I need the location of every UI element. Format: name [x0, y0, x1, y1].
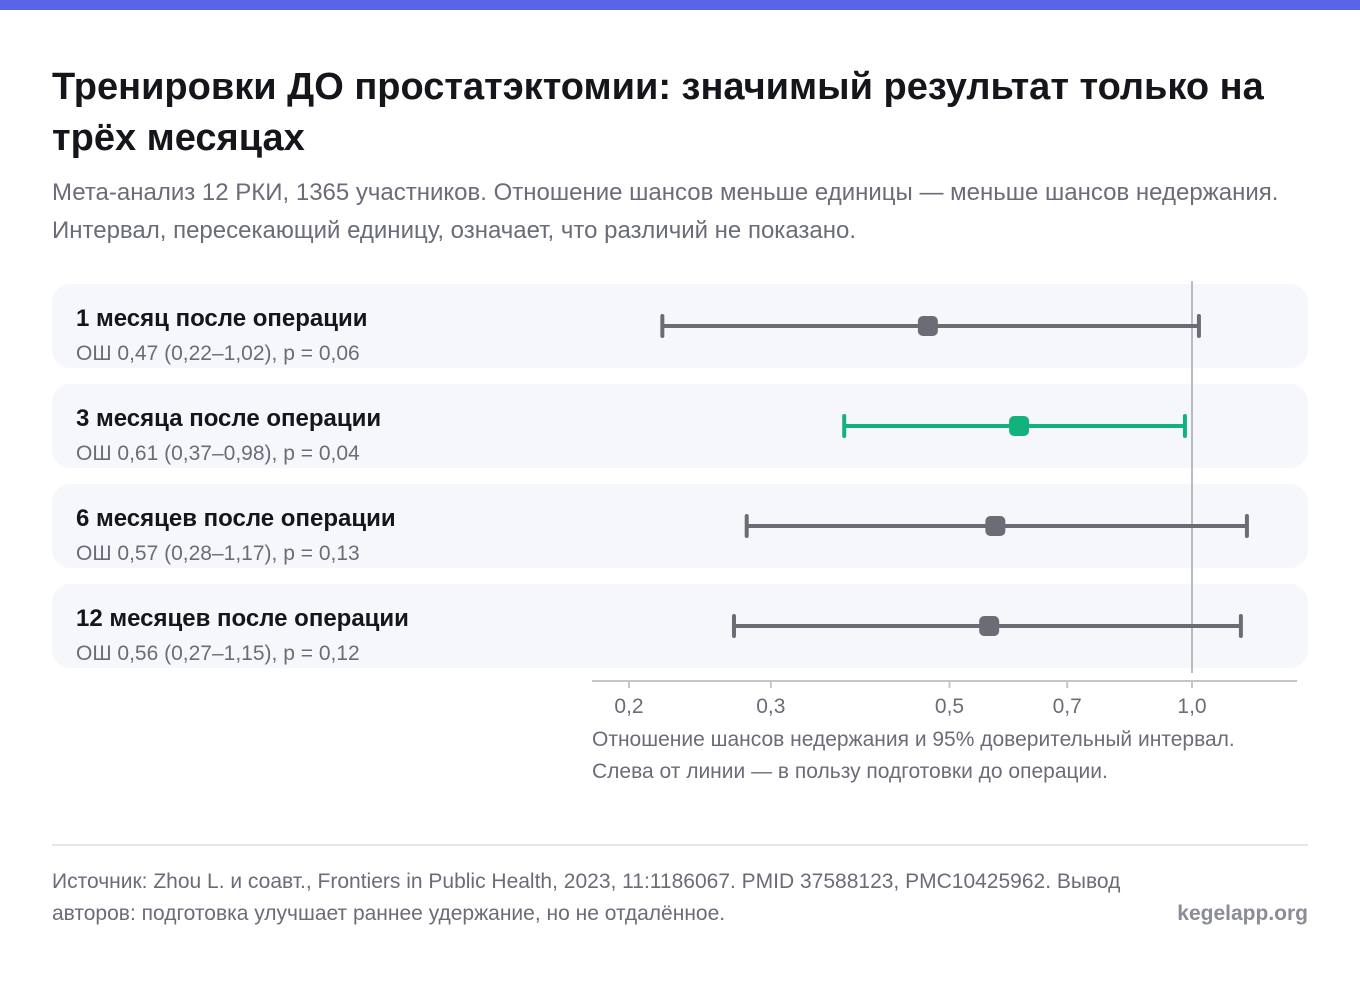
row-stat: ОШ 0,61 (0,37–0,98), p = 0,04 [76, 442, 360, 465]
x-tick-label: 0,7 [1053, 695, 1082, 718]
row-12-months: 12 месяцев после операции ОШ 0,56 (0,27–… [52, 584, 1308, 668]
row-label: 1 месяц после операции [76, 305, 368, 332]
chart-title: Тренировки ДО простатэктомии: значимый р… [52, 66, 1264, 159]
chart-subtitle: Мета-анализ 12 РКИ, 1365 участников. Отн… [52, 179, 1279, 244]
row-label: 6 месяцев после операции [76, 505, 396, 532]
x-tick-label: 1,0 [1177, 695, 1206, 718]
row-6-months: 6 месяцев после операции ОШ 0,57 (0,28–1… [52, 484, 1308, 568]
top-accent-bar [0, 0, 1360, 10]
x-axis-label: Отношение шансов недержания и 95% довери… [592, 728, 1235, 783]
row-label: 3 месяца после операции [76, 405, 382, 432]
brand-link[interactable]: kegelapp.org [1177, 902, 1308, 925]
source-note: Источник: Zhou L. и соавт., Frontiers in… [52, 870, 1121, 925]
x-tick-label: 0,3 [756, 695, 785, 718]
row-stat: ОШ 0,57 (0,28–1,17), p = 0,13 [76, 542, 360, 565]
row-label: 12 месяцев после операции [76, 605, 409, 632]
row-1-month: 1 месяц после операции ОШ 0,47 (0,22–1,0… [52, 284, 1308, 368]
x-tick-label: 0,5 [935, 695, 964, 718]
footer-divider [52, 844, 1308, 846]
x-tick-label: 0,2 [614, 695, 643, 718]
row-stat: ОШ 0,56 (0,27–1,15), p = 0,12 [76, 642, 360, 665]
row-3-months: 3 месяца после операции ОШ 0,61 (0,37–0,… [52, 384, 1308, 468]
row-stat: ОШ 0,47 (0,22–1,02), p = 0,06 [76, 342, 360, 365]
